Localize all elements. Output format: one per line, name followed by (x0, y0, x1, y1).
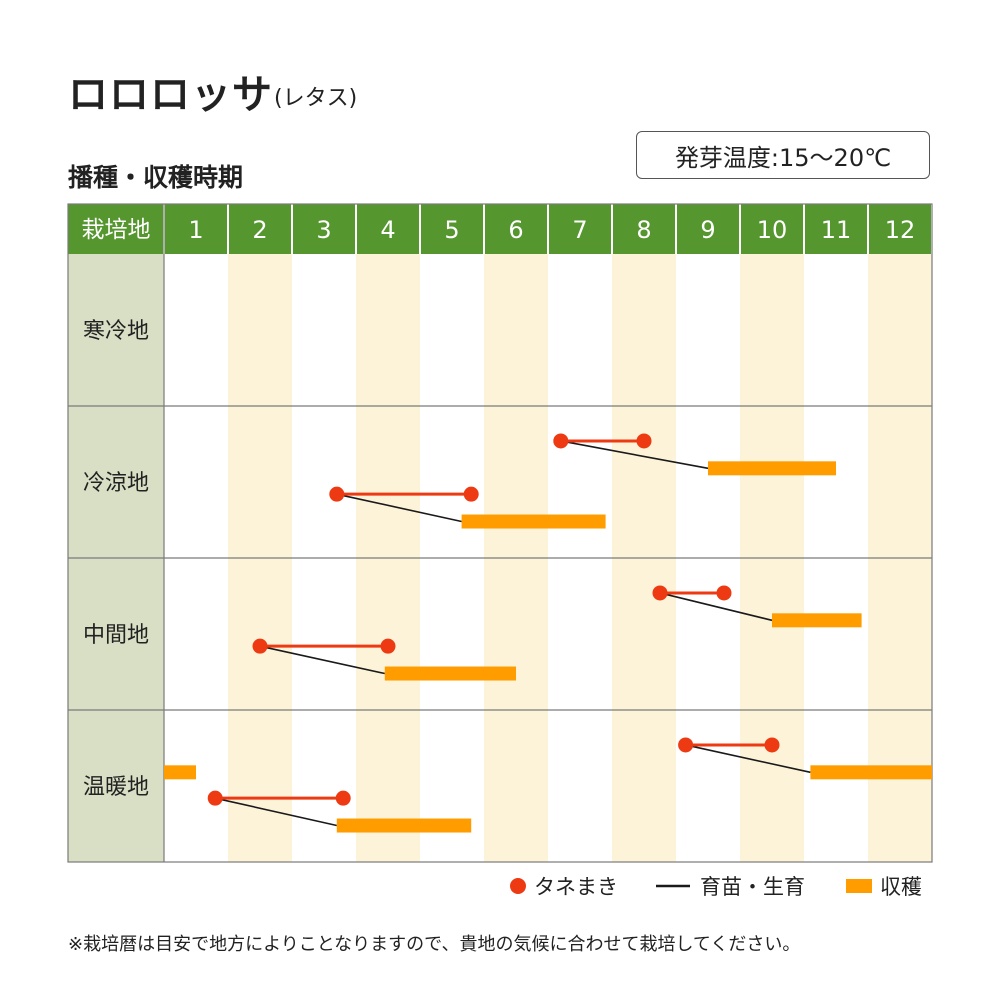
legend-harvest-label: 収穫 (880, 875, 922, 899)
region-label: 温暖地 (83, 775, 149, 800)
harvest-bar (772, 613, 862, 628)
legend-sowing: タネまき (508, 870, 618, 902)
legend-sowing-label: タネまき (534, 875, 618, 899)
nursery-line (259, 645, 385, 675)
legend-harvest: 収穫 (846, 870, 922, 902)
germination-temperature-text: 発芽温度:15～20℃ (674, 143, 892, 172)
legend-nursery-label: 育苗・生育 (700, 875, 805, 899)
month-label: 1 (188, 216, 203, 244)
sowing-start-dot (678, 737, 694, 753)
month-label: 10 (757, 216, 788, 244)
region-label: 中間地 (83, 623, 149, 648)
harvest-bar (810, 765, 932, 780)
harvest-bar (336, 818, 472, 833)
sowing-end-dot (716, 585, 732, 601)
sowing-dot-icon (510, 878, 526, 894)
month-label: 9 (700, 216, 715, 244)
legend-nursery: 育苗・生育 (654, 870, 805, 902)
region-label: 冷涼地 (83, 471, 149, 496)
section-title: 播種・収穫時期 (68, 163, 244, 192)
sowing-end-dot (335, 790, 351, 806)
cultivation-note: ※栽培暦は目安で地方によりことなりますので、貴地の気候に合わせて栽培してください… (68, 934, 801, 955)
region-label: 寒冷地 (83, 319, 149, 344)
chart-border (67, 203, 933, 863)
month-label: 3 (316, 216, 331, 244)
nursery-line (336, 493, 462, 523)
page-subtitle: (レタス) (274, 86, 358, 111)
nursery-line-icon (656, 884, 690, 888)
harvest-bar (164, 765, 196, 780)
month-label: 11 (821, 216, 852, 244)
harvest-bar-icon (846, 879, 872, 893)
month-label: 4 (380, 216, 395, 244)
month-label: 7 (572, 216, 587, 244)
page-title: ロロロッサ (68, 72, 273, 118)
sowing-end-dot (380, 638, 396, 654)
month-label: 2 (252, 216, 267, 244)
nursery-line (685, 744, 811, 774)
harvest-bar (461, 514, 606, 529)
sowing-start-dot (207, 790, 223, 806)
sowing-start-dot (652, 585, 668, 601)
month-label: 5 (444, 216, 459, 244)
nursery-line (215, 797, 337, 827)
month-label: 6 (508, 216, 523, 244)
sowing-end-dot (764, 737, 780, 753)
calendar-header (68, 204, 932, 254)
nursery-line (560, 440, 709, 470)
corner-label: 栽培地 (82, 217, 151, 243)
harvest-bar (384, 666, 516, 681)
nursery-line (659, 592, 773, 622)
sowing-start-dot (252, 638, 268, 654)
harvest-bar (708, 461, 836, 476)
sowing-start-dot (553, 433, 569, 449)
germination-temperature-badge: 発芽温度:15～20℃ (636, 131, 930, 179)
sowing-end-dot (636, 433, 652, 449)
sowing-start-dot (329, 486, 345, 502)
sowing-end-dot (463, 486, 479, 502)
month-label: 12 (885, 216, 916, 244)
month-label: 8 (636, 216, 651, 244)
